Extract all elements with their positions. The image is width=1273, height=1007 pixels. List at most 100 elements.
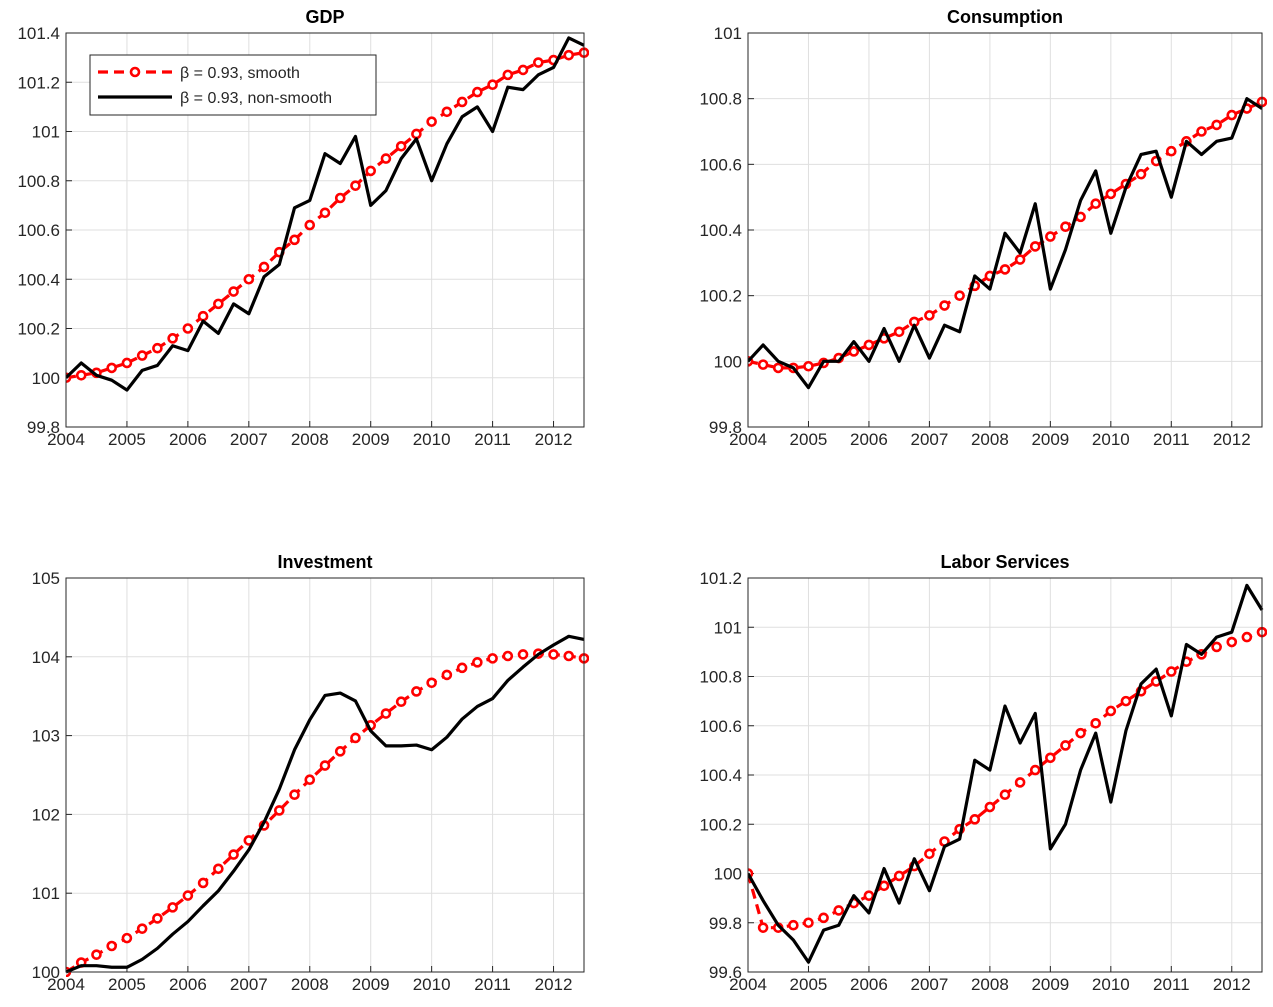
- x-tick-label: 2009: [352, 430, 390, 449]
- series-marker: [441, 669, 453, 681]
- chart-title: Consumption: [947, 7, 1063, 27]
- series-marker: [136, 350, 148, 361]
- x-tick-label: 2010: [1092, 975, 1130, 994]
- series-marker: [1211, 641, 1222, 653]
- axes-box: [65, 577, 585, 973]
- series-marker: [502, 69, 514, 81]
- x-tick-label: 2008: [291, 430, 329, 449]
- series-marker: [1060, 740, 1071, 751]
- y-tick-label: 99.8: [709, 914, 742, 933]
- series-marker: [757, 922, 769, 933]
- series-marker: [289, 234, 300, 246]
- x-tick-label: 2011: [474, 430, 511, 449]
- series-marker: [1075, 727, 1086, 739]
- legend-label: β = 0.93, smooth: [180, 65, 300, 82]
- x-tick-label: 2006: [169, 975, 207, 994]
- x-tick-label: 2004: [729, 975, 767, 994]
- x-tick-label: 2005: [790, 430, 828, 449]
- axes: 2004 2005 2006 2007 2008 2009 2010 2011 2012 99.8…: [699, 7, 1267, 449]
- chart-title: Investment: [277, 552, 372, 572]
- series-marker: [456, 662, 468, 674]
- series-marker: [395, 696, 407, 708]
- series-marker: [91, 949, 102, 960]
- series-line: [66, 652, 585, 974]
- x-tick-label: 2005: [790, 975, 828, 994]
- y-tick-label: 100: [714, 352, 742, 371]
- series-marker: [334, 746, 346, 757]
- y-tick-label: 101.4: [17, 24, 60, 43]
- series-marker: [273, 805, 285, 816]
- x-tick-label: 2012: [1213, 430, 1251, 449]
- legend-marker: [129, 66, 141, 78]
- series-marker: [1045, 752, 1056, 764]
- series-marker: [1105, 705, 1117, 717]
- series-marker: [563, 49, 575, 61]
- series-marker: [757, 359, 769, 370]
- series-marker: [1014, 254, 1026, 265]
- chart-title: Labor Services: [940, 552, 1069, 572]
- x-tick-label: 2010: [1092, 430, 1130, 449]
- plot-lines: [66, 634, 589, 977]
- series-line: [66, 634, 585, 974]
- series-marker: [969, 814, 981, 825]
- series-marker: [258, 261, 270, 273]
- x-tick-label: 2008: [291, 975, 329, 994]
- series-marker: [999, 789, 1011, 801]
- x-tick-label: 2007: [230, 975, 268, 994]
- series-marker: [999, 264, 1011, 275]
- series-marker: [1226, 636, 1238, 648]
- series-marker: [411, 128, 422, 140]
- series-marker: [106, 940, 118, 952]
- series-marker: [380, 708, 392, 719]
- x-tick-label: 2007: [910, 430, 948, 449]
- series-line: [748, 97, 1263, 390]
- plot-lines: [748, 96, 1267, 390]
- series-marker: [848, 346, 860, 357]
- y-tick-label: 100: [714, 865, 742, 884]
- y-tick-label: 100.8: [699, 668, 742, 687]
- plot-lines: [748, 583, 1267, 964]
- series-marker: [289, 789, 300, 801]
- y-tick-label: 101.2: [699, 569, 742, 588]
- x-tick-label: 2004: [47, 975, 85, 994]
- series-marker: [1226, 109, 1238, 121]
- x-tick-label: 2006: [169, 430, 207, 449]
- series-marker: [152, 913, 163, 924]
- series-marker: [803, 917, 814, 929]
- series-marker: [1211, 119, 1222, 131]
- x-tick-label: 2011: [1153, 975, 1190, 994]
- series-marker: [350, 732, 361, 744]
- series-marker: [167, 333, 178, 344]
- y-tick-label: 100.4: [699, 221, 742, 240]
- series-marker: [1029, 241, 1041, 252]
- y-tick-label: 100.2: [699, 815, 742, 834]
- series-marker: [939, 300, 950, 311]
- x-tick-label: 2006: [850, 430, 888, 449]
- y-tick-label: 100.8: [699, 90, 742, 109]
- series-marker: [106, 362, 118, 374]
- x-tick-label: 2009: [1031, 975, 1069, 994]
- axes-box: [747, 577, 1263, 973]
- series-marker: [1060, 221, 1071, 233]
- series-marker: [350, 180, 361, 191]
- series-marker: [954, 290, 965, 301]
- series-marker: [213, 863, 224, 875]
- y-tick-label: 101: [714, 24, 742, 43]
- y-tick-label: 104: [32, 648, 60, 667]
- series-marker: [472, 657, 483, 668]
- series-marker: [395, 140, 407, 152]
- y-tick-label: 100.4: [17, 270, 60, 289]
- series-marker: [924, 848, 935, 860]
- y-tick-label: 101: [32, 123, 60, 142]
- series-marker: [878, 880, 890, 892]
- x-tick-label: 2009: [1031, 430, 1069, 449]
- series-marker: [136, 923, 148, 934]
- series-marker: [1135, 168, 1147, 180]
- axes: 2004 2005 2006 2007 2008 2009 2010 2011 2012 100 1…: [32, 552, 589, 994]
- series-marker: [803, 360, 814, 372]
- x-tick-label: 2007: [910, 975, 948, 994]
- series-marker: [833, 905, 845, 916]
- series-marker: [924, 310, 935, 321]
- series-marker: [563, 650, 575, 662]
- x-tick-label: 2011: [474, 975, 511, 994]
